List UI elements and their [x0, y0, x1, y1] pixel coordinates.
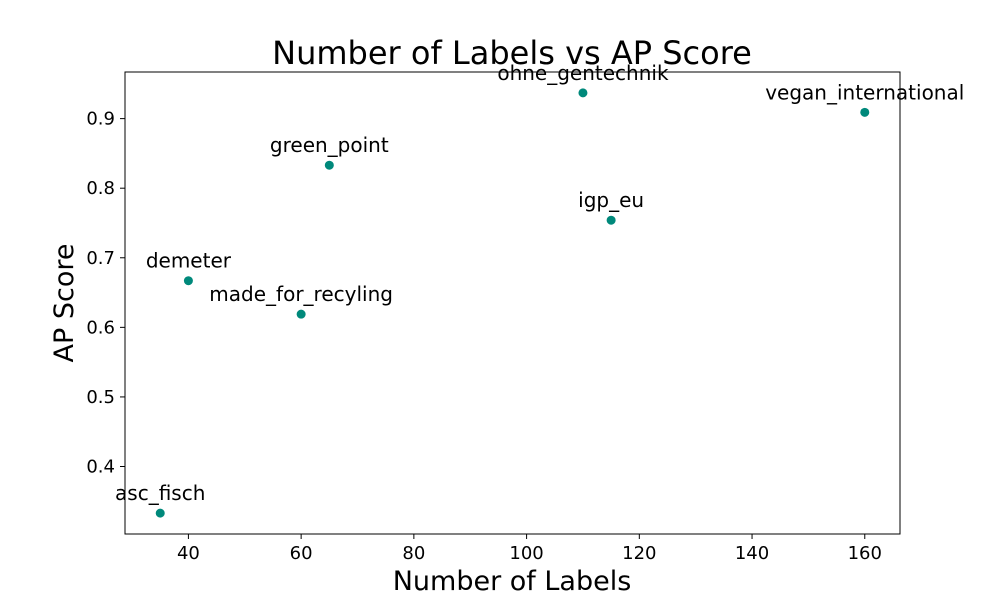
x-tick-label: 140 [735, 543, 769, 564]
point-label: ohne_gentechnik [497, 61, 669, 85]
x-axis-ticks: 40 60 80 100 120 140 160 [177, 534, 882, 564]
point-label: vegan_international [765, 80, 964, 104]
y-axis-label: AP Score [49, 244, 80, 363]
y-tick-label: 0.9 [86, 109, 115, 130]
x-tick-label: 40 [177, 543, 200, 564]
chart-title: Number of Labels vs AP Score [272, 34, 752, 72]
y-tick-label: 0.7 [86, 248, 115, 269]
scatter-point [606, 215, 616, 225]
x-tick-label: 60 [290, 543, 313, 564]
x-tick-label: 120 [622, 543, 656, 564]
point-label: igp_eu [578, 188, 644, 212]
scatter-point [155, 508, 165, 518]
x-tick-label: 80 [402, 543, 425, 564]
y-tick-label: 0.6 [86, 317, 115, 338]
data-point-labels: asc_fisch demeter made_for_recyling green_p… [115, 61, 964, 505]
data-points [155, 88, 870, 518]
y-axis-ticks: 0.4 0.5 0.6 0.7 0.8 0.9 [86, 109, 125, 478]
y-tick-label: 0.5 [86, 387, 115, 408]
plot-area-frame [124, 71, 901, 535]
x-axis-label: Number of Labels [393, 566, 632, 597]
point-label: asc_fisch [115, 481, 205, 505]
scatter-point [183, 276, 193, 286]
y-tick-label: 0.8 [86, 178, 115, 199]
scatter-point [860, 107, 870, 117]
y-tick-label: 0.4 [86, 457, 115, 478]
scatter-point [296, 309, 306, 319]
x-tick-label: 160 [848, 543, 882, 564]
point-label: green_point [270, 133, 389, 157]
point-label: demeter [146, 249, 232, 273]
point-label: made_for_recyling [209, 282, 393, 306]
scatter-point [578, 88, 588, 98]
scatter-point [324, 160, 334, 170]
x-tick-label: 100 [509, 543, 543, 564]
